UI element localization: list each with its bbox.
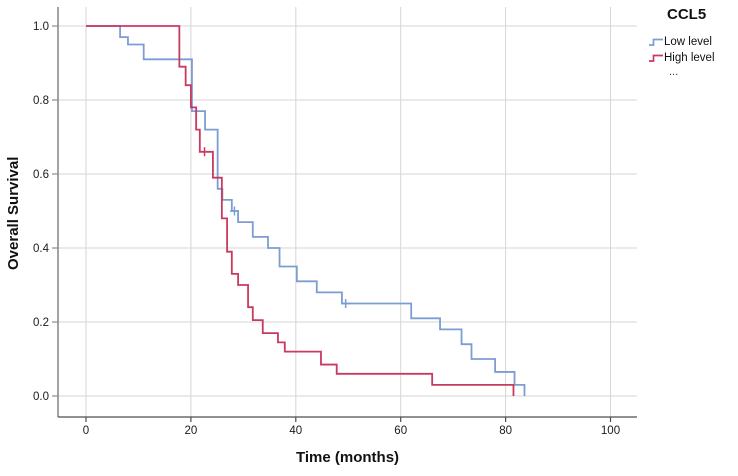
legend-overflow-ellipsis: ... <box>669 66 679 78</box>
y-tick-label: 0.8 <box>33 95 49 107</box>
x-tick-label: 20 <box>185 425 198 437</box>
legend-title: CCL5 <box>667 6 707 23</box>
censor-mark-high <box>200 147 210 157</box>
y-axis-title: Overall Survival <box>5 156 22 270</box>
high-level-step-line-icon <box>649 54 663 62</box>
survival-curve-high <box>86 25 515 396</box>
y-tick-label: 1.0 <box>33 21 49 33</box>
legend-items: Low level High level <box>648 34 738 66</box>
legend-item-low-level: Low level <box>648 34 738 50</box>
legend-item-high-level: High level <box>648 50 738 66</box>
censor-mark-low <box>229 206 239 216</box>
x-tick-label: 100 <box>601 425 620 437</box>
x-tick-label: 0 <box>83 425 89 437</box>
legend-item-label: High level <box>664 52 715 64</box>
x-tick-label: 40 <box>289 425 302 437</box>
censor-mark-low <box>341 299 351 308</box>
y-tick-label: 0.0 <box>33 391 49 403</box>
survival-curve-low <box>86 25 526 396</box>
low-level-step-line-icon <box>649 38 663 46</box>
y-tick-label: 0.4 <box>33 243 50 255</box>
y-tick-label: 0.2 <box>33 317 49 329</box>
legend: CCL5 Low level High level ... <box>648 6 738 78</box>
y-tick-label: 0.6 <box>33 169 49 181</box>
x-axis-title: Time (months) <box>295 449 400 466</box>
x-tick-label: 80 <box>499 425 512 437</box>
x-tick-label: 60 <box>394 425 407 437</box>
legend-item-label: Low level <box>664 36 712 48</box>
